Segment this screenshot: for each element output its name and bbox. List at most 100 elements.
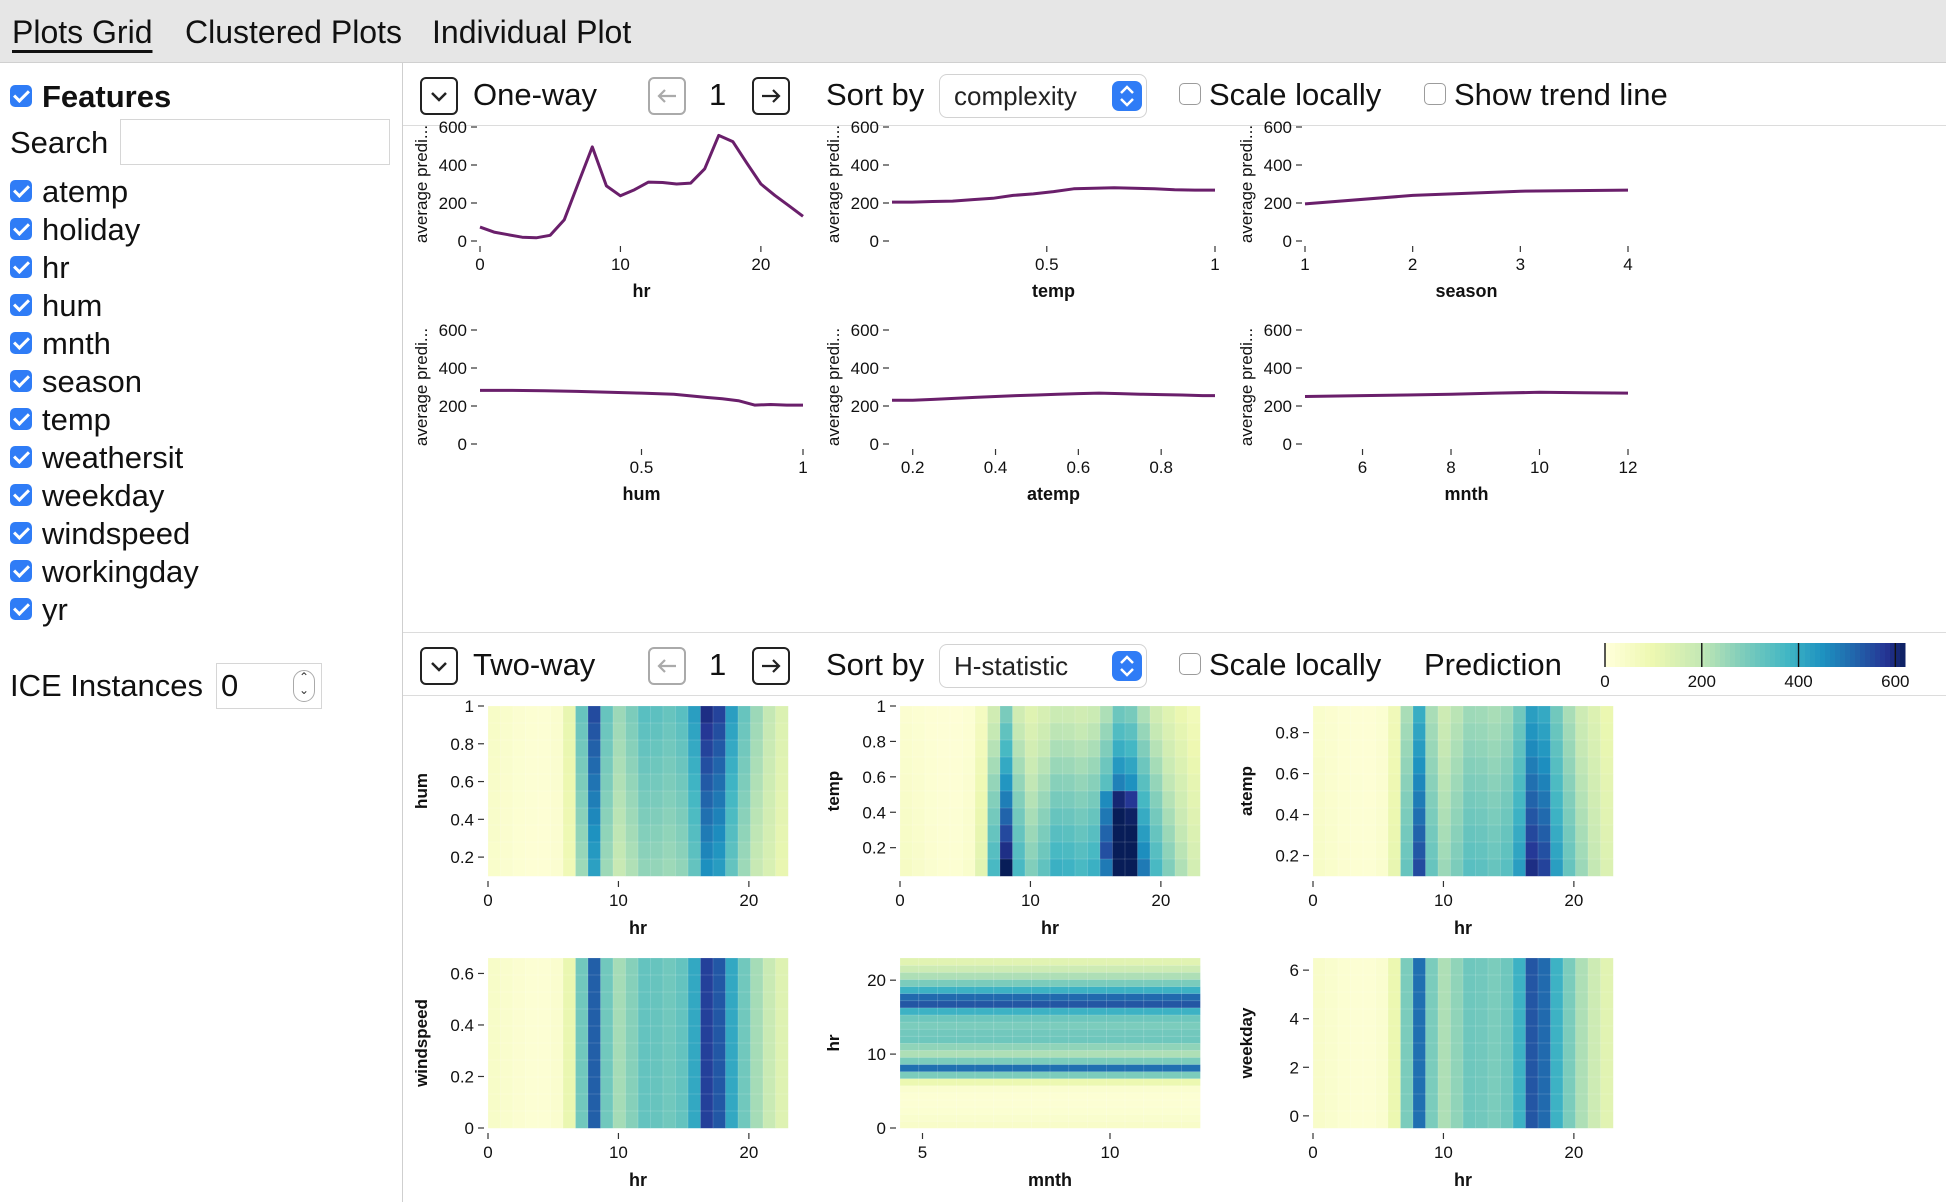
heatmap-cell <box>1105 1064 1126 1073</box>
feature-item-workingday[interactable]: workingday <box>10 553 199 591</box>
feature-item-weathersit[interactable]: weathersit <box>10 439 199 477</box>
heatmap-cell <box>1412 705 1427 724</box>
heatmap-cell <box>912 858 926 877</box>
ice-instances-input[interactable]: 0 ⌃ ⌄ <box>216 663 322 709</box>
legend-swatch <box>1800 643 1806 667</box>
feature-checkbox[interactable] <box>10 293 32 316</box>
heatmap-cell <box>487 841 502 860</box>
feature-item-mnth[interactable]: mnth <box>10 325 199 363</box>
heatmap-cell <box>918 985 939 994</box>
feature-item-season[interactable]: season <box>10 363 199 401</box>
tab-clustered-plots[interactable]: Clustered Plots <box>185 14 402 50</box>
heatmap-cell <box>1600 807 1614 826</box>
y-tick-label: 0 <box>1283 232 1292 251</box>
heatmap-cell <box>712 824 727 843</box>
feature-item-weekday[interactable]: weekday <box>10 477 199 515</box>
heatmap-cell <box>762 1025 777 1044</box>
heatmap-cell <box>1400 957 1414 976</box>
heatmap-cell <box>1087 1007 1107 1016</box>
heatmap-cell <box>487 705 502 724</box>
heatmap-cell <box>1068 964 1089 973</box>
feature-checkbox[interactable] <box>10 407 32 430</box>
feature-checkbox[interactable] <box>10 521 32 544</box>
feature-item-hr[interactable]: hr <box>10 249 199 287</box>
heatmap-cell <box>1180 964 1201 973</box>
heatmap-cell <box>700 824 714 843</box>
feature-item-holiday[interactable]: holiday <box>10 211 199 249</box>
heatmap-cell <box>712 858 727 877</box>
heatmap-cell <box>662 1076 677 1095</box>
features-toggle[interactable]: Features <box>10 79 171 115</box>
x-tick-label: 0.6 <box>1067 458 1091 477</box>
heatmap-cell <box>1550 841 1564 860</box>
heatmap-cell <box>575 957 589 976</box>
feature-item-yr[interactable]: yr <box>10 591 199 629</box>
heatmap-cell <box>937 1085 957 1094</box>
tab-individual-plot[interactable]: Individual Plot <box>432 14 632 50</box>
heatmap-cell <box>1087 1092 1107 1101</box>
heatmap-cell <box>675 1042 689 1061</box>
heatmap-cell <box>974 1049 995 1058</box>
heatmap-cell <box>1512 991 1527 1010</box>
feature-item-temp[interactable]: temp <box>10 401 199 439</box>
collapse-twoway-button[interactable] <box>420 647 458 685</box>
oneway-show-trend[interactable]: Show trend line <box>1424 77 1668 113</box>
feature-checkbox[interactable] <box>10 179 32 202</box>
heatmap-cell <box>612 1008 627 1027</box>
feature-item-atemp[interactable]: atemp <box>10 173 199 211</box>
oneway-prev-button[interactable] <box>648 77 686 115</box>
feature-item-hum[interactable]: hum <box>10 287 199 325</box>
heatmap-cell <box>1105 1035 1126 1044</box>
x-axis-label: hr <box>629 918 647 938</box>
feature-item-windspeed[interactable]: windspeed <box>10 515 199 553</box>
feature-checkbox[interactable] <box>10 483 32 506</box>
collapse-oneway-button[interactable] <box>420 77 458 115</box>
twoway-sort-select[interactable]: H-statistic <box>939 644 1147 688</box>
heatmap-cell <box>1162 773 1176 792</box>
features-checkbox[interactable] <box>10 84 32 107</box>
legend-swatch <box>1735 643 1741 667</box>
stepper-icon[interactable]: ⌃ ⌄ <box>293 670 315 702</box>
feature-checkbox[interactable] <box>10 217 32 240</box>
heatmap-cell <box>1500 1008 1514 1027</box>
heatmap-cell <box>918 1078 939 1087</box>
feature-checkbox[interactable] <box>10 331 32 354</box>
oneway-scale-locally[interactable]: Scale locally <box>1179 77 1381 113</box>
heatmap-cell <box>662 1042 677 1061</box>
heatmap-cell <box>600 1076 614 1095</box>
scale-locally-checkbox[interactable] <box>1179 82 1201 105</box>
heatmap-cell <box>1537 1059 1552 1078</box>
heatmap-cell <box>500 705 514 724</box>
heatmap-cell <box>999 756 1014 775</box>
feature-checkbox[interactable] <box>10 559 32 582</box>
heatmap-cell <box>912 841 926 860</box>
search-input[interactable] <box>120 119 390 165</box>
heatmap-cell <box>612 790 627 809</box>
feature-checkbox[interactable] <box>10 255 32 278</box>
heatmap-cell <box>725 991 739 1010</box>
feature-checkbox[interactable] <box>10 445 32 468</box>
x-tick-label: 6 <box>1358 458 1367 477</box>
heatmap-cell <box>775 824 789 843</box>
heatmap-cell <box>537 1076 552 1095</box>
feature-checkbox[interactable] <box>10 597 32 620</box>
legend-swatch <box>1820 643 1826 667</box>
tab-plots-grid[interactable]: Plots Grid <box>12 14 153 50</box>
heatmap-cell <box>993 1056 1014 1065</box>
twoway-next-button[interactable] <box>752 647 790 685</box>
heatmap-cell <box>937 807 951 826</box>
oneway-sort-select[interactable]: complexity <box>939 74 1147 118</box>
twoway-scale-locally[interactable]: Scale locally <box>1179 647 1381 683</box>
oneway-next-button[interactable] <box>752 77 790 115</box>
twoway-prev-button[interactable] <box>648 647 686 685</box>
heatmap-cell <box>1450 841 1464 860</box>
x-axis-label: temp <box>1032 281 1075 301</box>
heatmap-cell <box>650 841 664 860</box>
scale-locally-checkbox[interactable] <box>1179 652 1201 675</box>
heatmap-cell <box>937 1113 957 1122</box>
heatmap-cell <box>1037 790 1051 809</box>
heatmap-cell <box>1487 1076 1502 1095</box>
feature-checkbox[interactable] <box>10 369 32 392</box>
heatmap-cell <box>1030 1120 1051 1129</box>
show-trend-checkbox[interactable] <box>1424 82 1446 105</box>
